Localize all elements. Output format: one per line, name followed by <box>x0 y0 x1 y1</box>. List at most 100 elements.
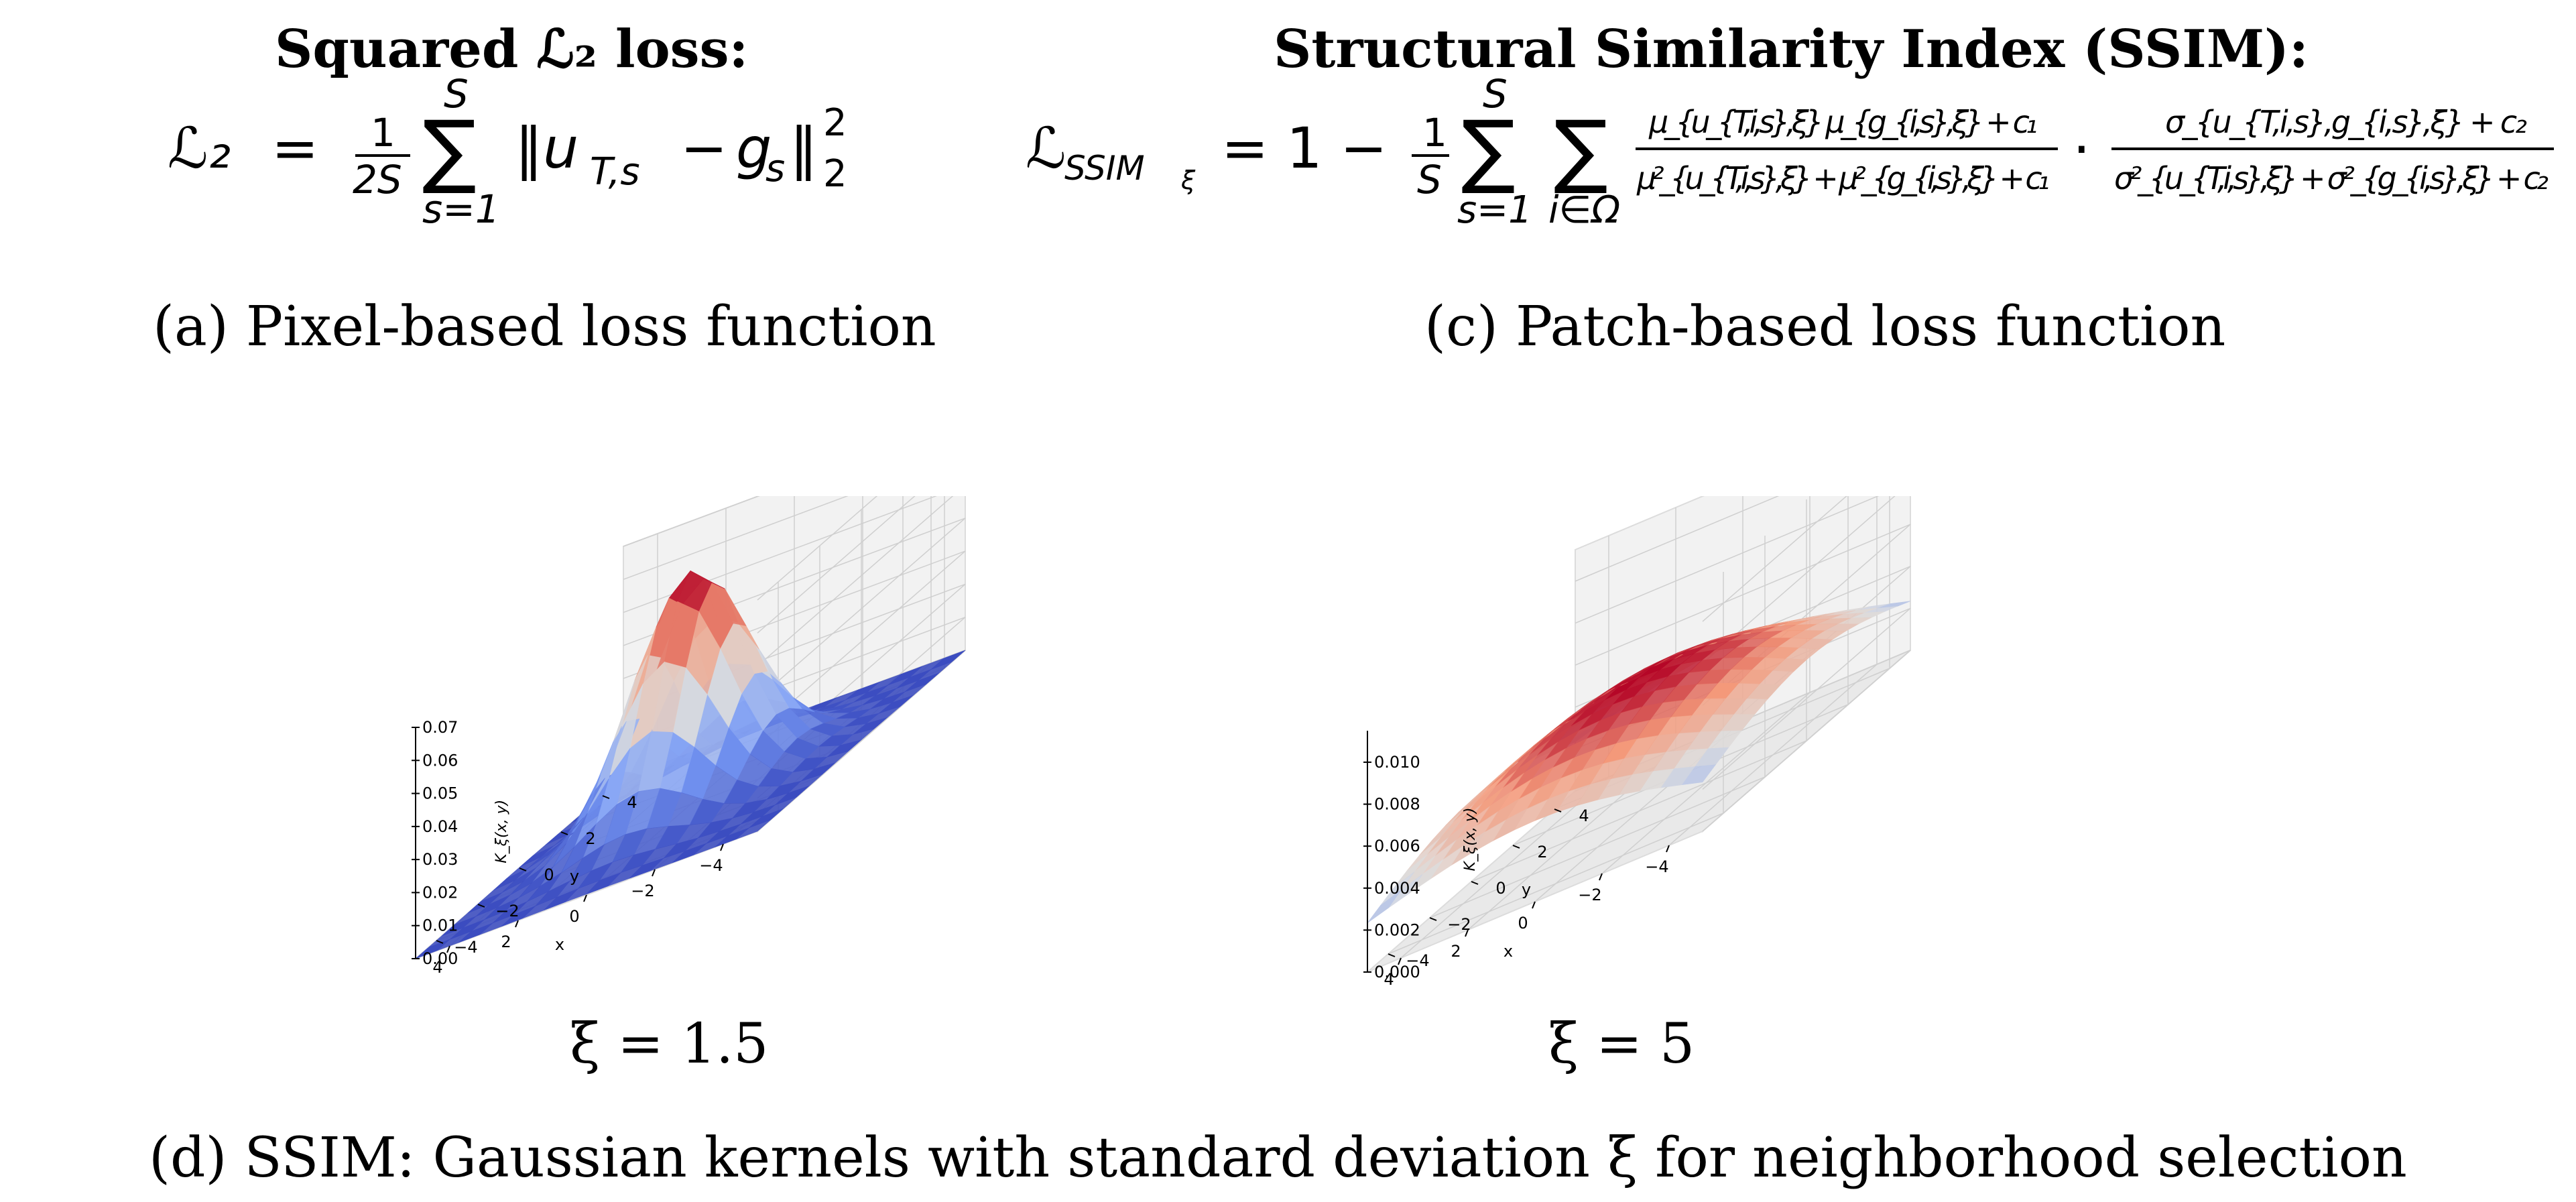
y-axis-label: y <box>1522 880 1531 899</box>
x-tick-label: −2 <box>1578 886 1601 904</box>
y-tick-label: 4 <box>627 793 637 812</box>
ssim-sum-upper: S <box>1483 74 1508 117</box>
l2-g: g <box>736 115 772 181</box>
x-tick-label: 4 <box>1384 970 1394 989</box>
z-tick-label: 0.006 <box>1374 837 1420 855</box>
y-axis: −4 −2 0 2 4 y <box>1388 806 1589 970</box>
ssim-frac2-den: σ²_{u_{T,i,s},ξ} + σ²_{g_{i,s},ξ} + c₂ <box>2114 160 2549 196</box>
x-axis-label: x <box>555 935 564 954</box>
l2-g-sub: s <box>765 147 785 190</box>
x-tick-label: −4 <box>1645 857 1668 876</box>
z-tick-label: 0.06 <box>422 751 458 770</box>
x-tick-label: −4 <box>699 856 723 875</box>
grid-line <box>1575 496 1847 622</box>
l2-sum-lower: s=1 <box>422 186 500 232</box>
y-tick <box>560 831 568 835</box>
l2-sum-upper: S <box>444 74 469 117</box>
ssim-equals-one-minus: = 1 − <box>1221 115 1388 181</box>
ssim-frac1-num: μ_{u_{T,i,s},ξ} μ_{g_{i,s},ξ} + c₁ <box>1648 104 2038 140</box>
x-tick <box>720 843 724 851</box>
l2-title: Squared ℒ₂ loss: <box>275 19 749 80</box>
x-tick <box>1666 845 1670 853</box>
grid-line <box>623 496 878 601</box>
ssim-sum-lower: s=1 <box>1457 188 1532 232</box>
x-tick-label: 0 <box>569 907 579 926</box>
x-tick <box>583 894 587 902</box>
y-tick-label: 0 <box>544 865 554 884</box>
l2-lhs: ℒ₂ <box>168 115 231 181</box>
l2-body-sub: T,s <box>590 150 640 194</box>
z-tick-label: 0.03 <box>422 850 458 869</box>
y-tick-label: −2 <box>1447 915 1471 934</box>
x-tick <box>1398 957 1402 965</box>
surface <box>415 570 966 959</box>
ssim-frac-num: 1 <box>1422 110 1447 156</box>
y-axis: −4 −2 0 2 4 y <box>436 793 637 957</box>
z-axis-label: K_ξ(x, y) <box>493 800 510 863</box>
grid-line <box>623 496 916 634</box>
x-axis: −4 −2 0 2 4 x <box>1384 845 1670 989</box>
y-tick-label: 0 <box>1495 879 1506 898</box>
y-tick-label: 2 <box>1537 843 1547 861</box>
x-tick <box>1465 929 1469 937</box>
x-tick-label: −2 <box>631 882 654 900</box>
ssim-sum2-lower: i∈Ω <box>1548 188 1620 232</box>
caption-a: (a) Pixel-based loss function <box>153 295 936 359</box>
x-tick-label: 0 <box>1518 914 1528 933</box>
surface-patch <box>415 939 450 959</box>
z-tick-label: 0.07 <box>422 718 458 737</box>
y-tick <box>602 795 610 799</box>
l2-sum-symbol: ∑ <box>422 104 477 197</box>
l2-body: ‖u <box>515 115 578 181</box>
y-tick <box>1512 845 1520 849</box>
y-tick <box>477 904 485 908</box>
surface <box>1367 601 1911 923</box>
z-tick-label: 0.008 <box>1374 795 1420 814</box>
y-axis-label: y <box>570 867 579 886</box>
z-axis: 0.00 0.01 0.02 0.03 0.04 0.05 0.06 0.07 K_ξ(x, y… <box>412 718 510 968</box>
x-axis: −4 −2 0 2 4 x <box>432 843 724 977</box>
l2-norm-sub: 2 <box>823 152 847 196</box>
x-tick <box>515 920 519 928</box>
ssim-sum2-symbol: ∑ <box>1554 104 1608 197</box>
z-tick-label: 0.04 <box>422 817 458 836</box>
x-tick-label: 4 <box>432 958 442 977</box>
z-tick-label: 0.002 <box>1374 920 1420 939</box>
z-tick-label: 0.000 <box>1374 963 1420 981</box>
x-tick <box>446 945 450 953</box>
y-tick <box>1471 881 1479 885</box>
ssim-sum-symbol: ∑ <box>1461 104 1516 197</box>
y-tick-label: 4 <box>1579 806 1589 825</box>
y-tick-label: −4 <box>454 938 477 957</box>
l2-frac-num: 1 <box>371 110 395 156</box>
ssim-frac1-den: μ²_{u_{T,i,s},ξ} + μ²_{g_{i,s},ξ} + c₁ <box>1636 160 2050 196</box>
surface-patch <box>1367 890 1402 923</box>
ssim-lhs-sub: SSIM <box>1064 149 1145 188</box>
caption-d: (d) SSIM: Gaussian kernels with standard… <box>149 1126 2407 1190</box>
x-tick-label: 2 <box>1451 942 1461 961</box>
grid-line <box>1575 496 1896 664</box>
gaussian-surface-plot-xi-1.5: 0.00 0.01 0.02 0.03 0.04 0.05 0.06 0.07 K_ξ(x, y… <box>412 496 966 977</box>
z-tick-label: 0.004 <box>1374 879 1420 898</box>
y-tick <box>1429 917 1437 921</box>
y-tick-label: −4 <box>1406 951 1429 970</box>
ssim-lhs: ℒ <box>1026 115 1066 181</box>
l2-equals: = <box>271 115 318 181</box>
y-tick <box>519 867 527 872</box>
x-tick <box>1532 901 1536 909</box>
z-tick-label: 0.05 <box>422 784 458 803</box>
l2-minus: − <box>680 115 727 181</box>
z-tick-label: 0.010 <box>1374 753 1420 772</box>
y-tick-label: 2 <box>585 829 595 848</box>
ssim-lhs-subsub: ξ <box>1180 166 1196 195</box>
z-tick-label: 0.01 <box>422 916 458 935</box>
l2-norm-close: ‖ <box>790 115 818 181</box>
ssim-frac-den: S <box>1417 157 1442 202</box>
grid-line <box>623 518 966 700</box>
z-axis-label: K_ξ(x, y) <box>1462 808 1479 872</box>
ssim-title: Structural Similarity Index (SSIM): <box>1274 19 2309 80</box>
z-axis: 0.000 0.002 0.004 0.006 0.008 0.010 K_ξ(x, y) <box>1363 731 1479 981</box>
caption-c: (c) Patch-based loss function <box>1424 295 2226 359</box>
y-tick <box>1554 808 1562 813</box>
